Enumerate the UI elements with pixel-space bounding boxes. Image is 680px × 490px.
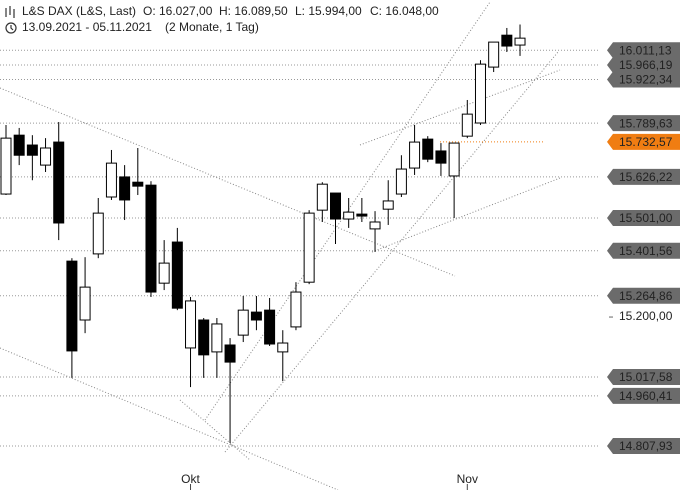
header: L&S DAX (L&S, Last) O: 16.027,00 H: 16.0… <box>5 4 439 34</box>
chart-title: L&S DAX (L&S, Last) <box>22 4 136 18</box>
candle-body <box>145 184 157 293</box>
candle-body <box>40 147 52 166</box>
candle-body <box>435 150 447 164</box>
level-box <box>607 42 680 59</box>
levels <box>0 49 600 447</box>
level-label: 15.501,00 <box>619 211 673 225</box>
candle-body <box>369 221 381 230</box>
candle-body <box>277 342 289 353</box>
level-box <box>607 133 680 150</box>
candle-body <box>501 34 513 47</box>
candle-body <box>13 134 25 156</box>
level-label: 15.922,34 <box>619 73 673 87</box>
x-tick-label: Okt <box>181 472 200 486</box>
candle-body <box>224 344 236 363</box>
low-label: L: 15.994,00 <box>295 4 362 18</box>
candle-body <box>0 137 12 195</box>
candle-body <box>158 262 170 284</box>
level-label: 14.807,93 <box>619 439 673 453</box>
high-label: H: 16.089,50 <box>219 4 288 18</box>
level-label: 15.732,57 <box>619 135 673 149</box>
level-box <box>607 71 680 88</box>
candle-body <box>264 309 276 345</box>
candle-body <box>448 142 460 177</box>
candle-body <box>26 144 38 156</box>
candle-body <box>514 37 526 46</box>
level-label: 15.017,58 <box>619 370 673 384</box>
candle-body <box>488 41 500 68</box>
level-label: 14.960,41 <box>619 389 673 403</box>
candle-body <box>211 323 223 353</box>
candle-body <box>290 291 302 328</box>
x-tick-label: Nov <box>457 472 478 486</box>
duration: (2 Monate, 1 Tag) <box>165 20 259 34</box>
level-box <box>607 387 680 404</box>
candle-body <box>330 192 341 220</box>
candle-body <box>409 141 421 169</box>
candle-body <box>316 183 328 211</box>
level-box <box>607 210 680 227</box>
chart-icon <box>5 6 15 18</box>
candle-body <box>171 241 183 309</box>
level-label: 15.264,86 <box>619 289 673 303</box>
candle-body <box>343 211 355 220</box>
candle-body <box>303 212 315 283</box>
candles <box>0 24 526 444</box>
y-tick-label: 15.200,00 <box>619 309 673 323</box>
level-box <box>607 287 680 304</box>
candle-body <box>66 260 78 352</box>
candle-body <box>132 181 144 187</box>
candle-body <box>198 319 210 356</box>
level-label: 15.626,22 <box>619 170 673 184</box>
candle-body <box>474 63 486 124</box>
candle-body <box>105 162 117 198</box>
candle-body <box>250 311 262 321</box>
candle-body <box>382 200 394 210</box>
candle-body <box>461 113 473 137</box>
level-label: 15.401,56 <box>619 244 673 258</box>
level-box <box>607 242 680 259</box>
level-box <box>607 369 680 386</box>
level-box <box>607 57 680 74</box>
candle-body <box>53 141 65 224</box>
level-label: 15.966,19 <box>619 58 673 72</box>
candle-body <box>92 212 104 255</box>
level-label: 16.011,13 <box>619 43 672 57</box>
level-box <box>607 437 680 454</box>
level-box <box>607 115 680 132</box>
date-range: 13.09.2021 - 05.11.2021 <box>22 20 152 34</box>
candle-body <box>356 213 368 217</box>
candle-body <box>79 286 91 321</box>
candle-body <box>185 300 197 349</box>
candle-body <box>237 309 249 336</box>
trend-lines <box>0 1 561 490</box>
level-box <box>607 168 680 185</box>
level-label: 15.789,63 <box>619 116 673 130</box>
clock-icon <box>5 22 17 34</box>
candle-body <box>395 168 407 195</box>
close-label: C: 16.048,00 <box>370 4 439 18</box>
open-label: O: 16.027,00 <box>143 4 213 18</box>
candle-body <box>422 138 434 160</box>
candle-body <box>119 176 131 201</box>
